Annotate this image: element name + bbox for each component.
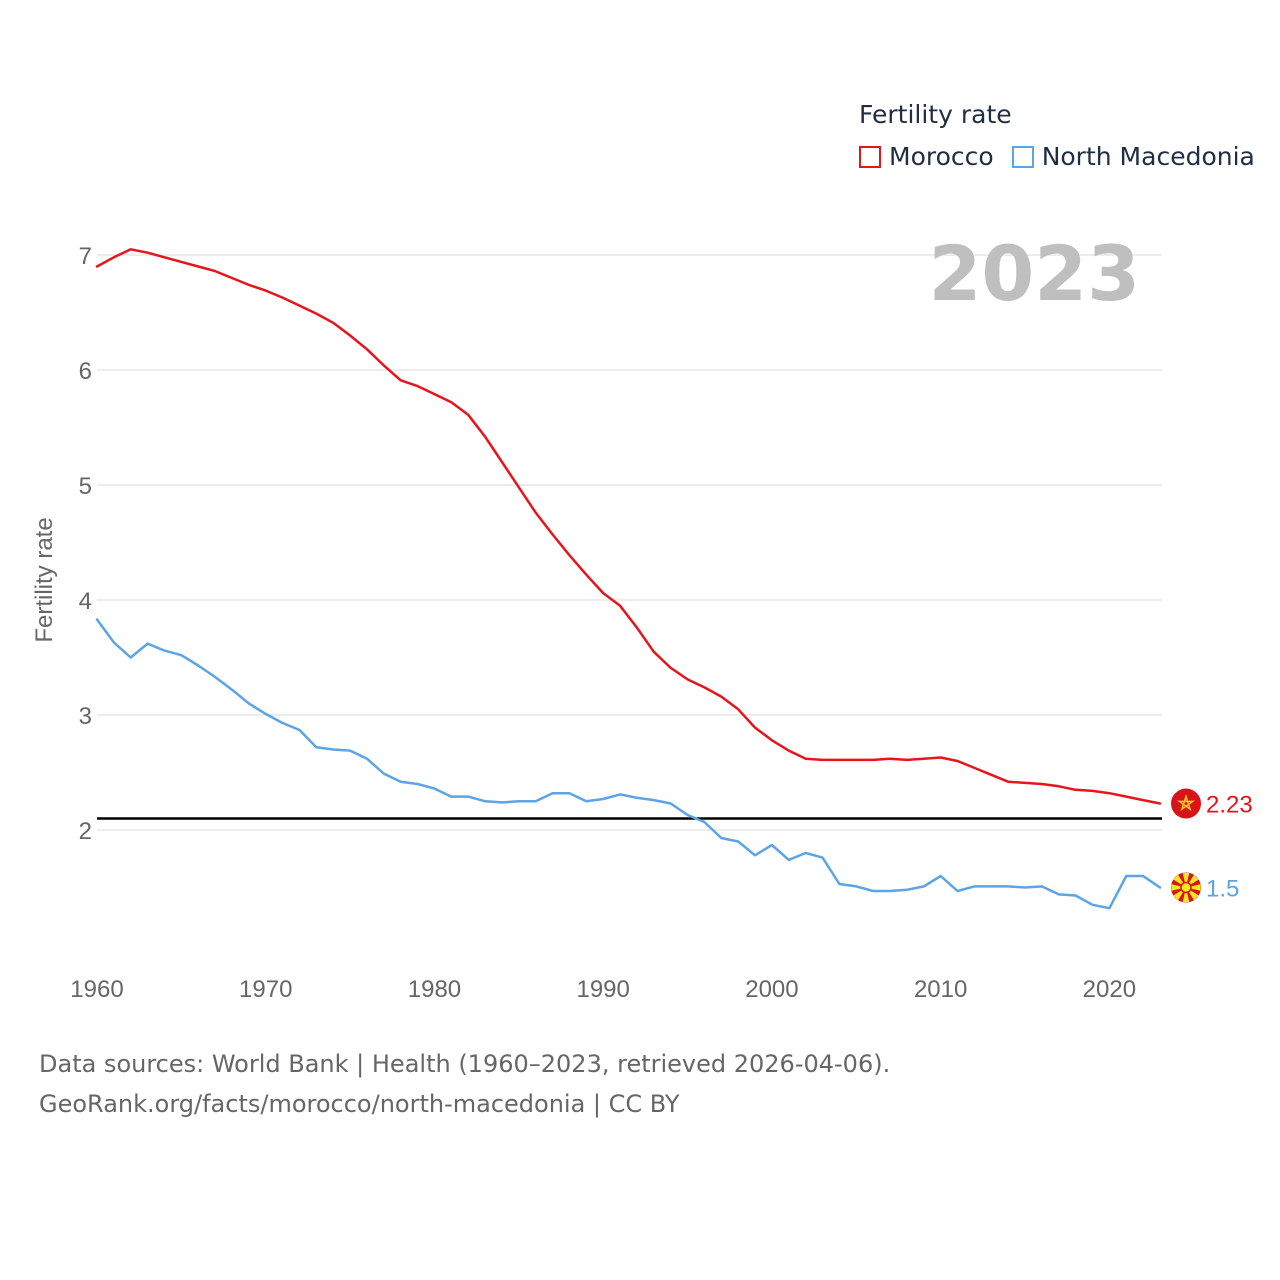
legend: Morocco North Macedonia: [859, 142, 1273, 171]
flag-icon-north-macedonia: [1171, 872, 1201, 903]
y-tick-label: 2: [79, 818, 92, 845]
footer-source-link[interactable]: GeoRank.org/facts/morocco/north-macedoni…: [39, 1090, 680, 1118]
footer: Data sources: World Bank | Health (1960–…: [39, 1044, 890, 1124]
x-tick-label: 2010: [914, 976, 967, 1003]
flag-icon-morocco: [1171, 788, 1201, 819]
legend-label-north-macedonia: North Macedonia: [1041, 142, 1255, 171]
gridlines: [97, 254, 1162, 831]
y-tick-label: 4: [79, 588, 92, 615]
end-markers: 2.23 1.5: [1171, 788, 1253, 903]
y-tick-label: 5: [79, 473, 92, 500]
legend-label-morocco: Morocco: [889, 142, 994, 171]
y-tick-label: 6: [79, 358, 92, 385]
y-axis-label: Fertility rate: [31, 517, 58, 642]
end-value-label-morocco: 2.23: [1206, 792, 1253, 819]
x-tick-label: 1970: [239, 976, 292, 1003]
y-axis-ticks: 2 3 4 5 6 7: [79, 243, 92, 845]
y-tick-label: 7: [79, 243, 92, 270]
x-tick-label: 2000: [745, 976, 798, 1003]
footer-data-sources: Data sources: World Bank | Health (1960–…: [39, 1050, 891, 1078]
end-value-label-north-macedonia: 1.5: [1206, 876, 1239, 903]
series-line-north-macedonia: [95, 618, 1162, 910]
x-tick-label: 1990: [576, 976, 629, 1003]
legend-item-north-macedonia[interactable]: North Macedonia: [1011, 142, 1255, 171]
x-tick-label: 1960: [70, 976, 123, 1003]
x-tick-label: 2020: [1083, 976, 1136, 1003]
legend-swatch-morocco: [859, 145, 881, 168]
legend-title: Fertility rate: [859, 100, 1012, 129]
series-lines: [95, 248, 1162, 910]
x-axis-ticks: 1960 1970 1980 1990 2000 2010 2020: [70, 976, 1136, 1003]
y-tick-label: 3: [79, 703, 92, 730]
legend-swatch-north-macedonia: [1011, 145, 1034, 168]
series-line-morocco: [95, 248, 1162, 805]
x-tick-label: 1980: [408, 976, 461, 1003]
year-watermark: 2023: [928, 229, 1140, 318]
legend-item-morocco[interactable]: Morocco: [859, 142, 994, 171]
